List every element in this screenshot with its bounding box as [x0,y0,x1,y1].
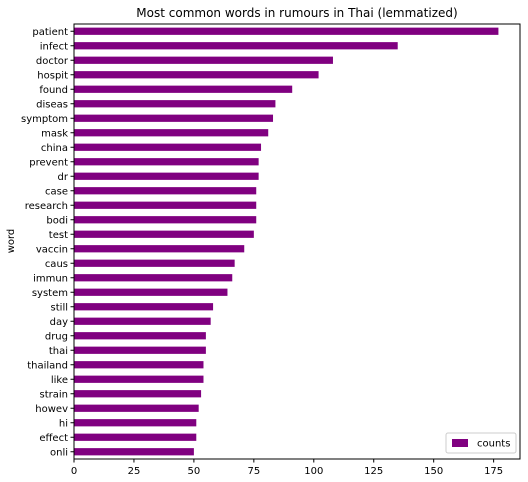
bar-found [74,85,293,93]
bar-drug [74,332,206,340]
y-tick-label: case [45,186,68,197]
bar-bodi [74,216,257,224]
bar-strain [74,390,202,398]
bar-caus [74,259,235,267]
bar-test [74,230,254,238]
y-tick-label: infect [40,41,68,52]
y-tick-label: diseas [36,99,68,110]
y-tick-label: day [50,317,68,328]
bars-group [74,27,499,456]
y-tick-label: caus [45,259,68,270]
y-tick-label: mask [41,128,68,139]
y-tick-label: bodi [46,215,68,226]
y-tick-label: system [32,288,68,299]
bar-dr [74,172,259,180]
y-tick-label: drug [45,331,68,342]
bar-onli [74,448,194,456]
bar-vaccin [74,245,245,253]
y-tick-label: china [41,143,68,154]
legend: counts [445,432,517,454]
x-tick-labels: 0 25 50 75 100 125 150 175 [71,459,503,477]
bar-like [74,375,204,383]
y-tick-label: vaccin [36,244,68,255]
bar-still [74,303,214,311]
y-tick-label: effect [39,433,68,444]
legend-swatch [452,439,468,447]
plot-frame [73,23,521,460]
y-tick-label: thailand [27,360,68,371]
y-tick-label: found [39,85,68,96]
y-tick-label: doctor [36,56,69,67]
bar-thailand [74,361,204,369]
x-tick-label: 50 [188,466,201,477]
y-tick-label: research [25,201,68,212]
y-tick-label: onli [50,447,68,458]
bar-symptom [74,114,274,122]
y-tick-label: hospit [37,70,68,81]
bar-howev [74,404,199,412]
x-tick-label: 100 [304,466,323,477]
bar-system [74,288,228,296]
y-tick-label: dr [58,172,69,183]
x-tick-label: 0 [71,466,77,477]
y-tick-label: thai [49,346,68,357]
bar-china [74,143,262,151]
bar-immun [74,274,233,282]
x-tick-label: 175 [484,466,503,477]
y-tick-label: patient [32,27,68,38]
y-tick-label: strain [40,389,69,400]
y-tick-label: like [51,375,68,386]
bar-infect [74,42,398,50]
legend-label: counts [477,439,510,450]
bar-doctor [74,56,333,64]
y-tick-label: immun [33,273,68,284]
y-tick-labels: patient infect doctor hospit found diseas symp… [21,27,74,458]
bar-hospit [74,71,319,79]
y-axis-label: word [6,229,17,254]
bar-mask [74,129,269,137]
bar-prevent [74,158,259,166]
legend-box [445,432,517,454]
bar-day [74,317,211,325]
bar-patient [74,27,499,35]
y-tick-label: test [49,230,68,241]
bar-diseas [74,100,276,108]
bar-case [74,187,257,195]
x-tick-label: 75 [247,466,260,477]
chart-title: Most common words in rumours in Thai (le… [136,6,457,20]
x-tick-label: 125 [364,466,383,477]
x-tick-label: 150 [424,466,443,477]
y-tick-label: still [51,302,68,313]
bar-research [74,201,257,209]
bar-effect [74,433,197,441]
y-tick-label: howev [35,404,68,415]
y-tick-label: hi [59,418,68,429]
y-tick-label: symptom [21,114,68,125]
bar-thai [74,346,206,354]
y-tick-label: prevent [29,157,68,168]
x-tick-label: 25 [128,466,141,477]
bar-hi [74,419,197,427]
